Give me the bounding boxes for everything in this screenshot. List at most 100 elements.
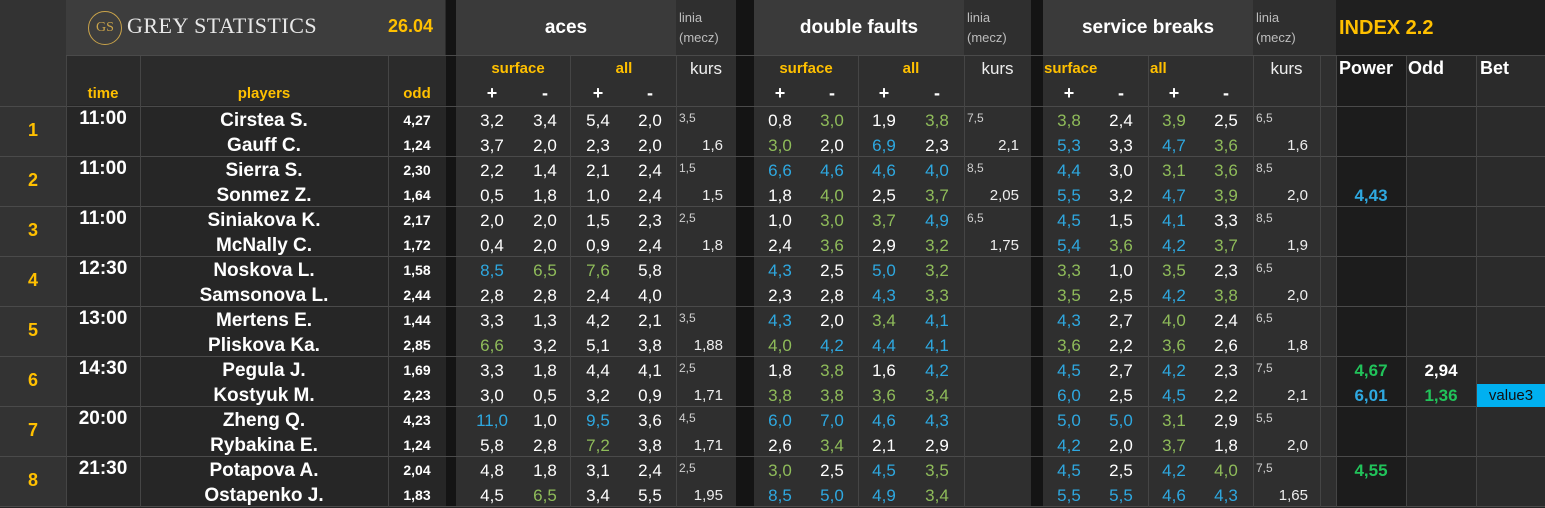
sign-df-0: + — [774, 83, 786, 103]
stat-df: 1,8 — [768, 361, 792, 380]
stat-sb: 3,5 — [1057, 286, 1081, 305]
stat-aces: 4,1 — [638, 361, 662, 380]
stat-aces: 3,2 — [480, 111, 504, 130]
aces-title: aces — [544, 17, 588, 38]
separator-3 — [1031, 0, 1043, 507]
sign-aces-2: + — [592, 83, 604, 103]
player-name: Kostyuk M. — [213, 385, 315, 406]
stat-df: 0,8 — [768, 111, 792, 130]
player-odd: 4,23 — [403, 412, 431, 428]
stat-aces: 2,4 — [638, 161, 662, 180]
stat-sb: 2,7 — [1109, 311, 1133, 330]
stat-df: 4,6 — [820, 161, 844, 180]
stat-sb: 3,1 — [1162, 161, 1186, 180]
linia-value: 1,5 — [679, 161, 696, 175]
df-all-label: all — [902, 60, 920, 77]
stat-df: 1,8 — [768, 186, 792, 205]
stat-df: 2,3 — [925, 136, 949, 155]
odd-column-bg — [1406, 56, 1476, 507]
sign-aces-1: - — [542, 83, 548, 103]
col-divider — [1406, 56, 1407, 507]
player-name: McNally C. — [215, 235, 313, 256]
stat-sb: 3,6 — [1214, 161, 1238, 180]
stat-df: 2,9 — [925, 436, 949, 455]
stat-sb: 2,5 — [1109, 286, 1133, 305]
col-divider — [964, 56, 965, 507]
brand-title: GREY STATISTICS — [127, 13, 318, 38]
sb-all-label: all — [1150, 60, 1167, 77]
stat-sb: 3,7 — [1162, 436, 1186, 455]
linia-line2: (mecz) — [967, 30, 1007, 45]
player-odd: 1,69 — [403, 362, 431, 378]
stat-df: 3,8 — [925, 111, 949, 130]
stat-aces: 5,8 — [638, 261, 662, 280]
player-odd: 1,24 — [403, 437, 431, 453]
stat-sb: 1,5 — [1109, 211, 1133, 230]
stat-aces: 8,5 — [480, 261, 504, 280]
stat-aces: 5,5 — [638, 486, 662, 505]
player-name: Ostapenko J. — [204, 485, 324, 506]
stat-df: 4,2 — [925, 361, 949, 380]
stat-aces: 0,9 — [638, 386, 662, 405]
stat-df: 6,9 — [872, 136, 896, 155]
stat-df: 4,3 — [768, 261, 792, 280]
stat-aces: 3,4 — [586, 486, 610, 505]
player-name: Pliskova Ka. — [208, 335, 320, 356]
stat-df: 4,0 — [925, 161, 949, 180]
player-name: Pegula J. — [222, 360, 306, 381]
index-header-bg — [1336, 0, 1545, 56]
odd-value: 2,94 — [1424, 361, 1458, 380]
stat-aces: 3,4 — [533, 111, 557, 130]
stat-sb: 3,9 — [1162, 111, 1186, 130]
group-header-aces — [456, 0, 676, 56]
sign-sb-2: + — [1168, 83, 1180, 103]
match-time: 13:00 — [78, 308, 128, 329]
linia-value: 6,5 — [1256, 261, 1273, 275]
stat-df: 2,0 — [820, 311, 844, 330]
stat-sb: 4,2 — [1162, 236, 1186, 255]
stat-sb: 4,5 — [1057, 361, 1081, 380]
stat-df: 3,5 — [925, 461, 949, 480]
stat-sb: 4,2 — [1162, 461, 1186, 480]
stat-df: 2,9 — [872, 236, 896, 255]
col-divider — [1253, 56, 1254, 507]
separator-2 — [736, 0, 754, 507]
aces-all-label: all — [615, 60, 633, 77]
kurs-value: 1,71 — [693, 387, 723, 404]
service-breaks-title: service breaks — [1081, 17, 1215, 38]
stat-sb: 4,2 — [1162, 361, 1186, 380]
stat-df: 3,4 — [820, 436, 844, 455]
logo-area — [66, 0, 445, 56]
player-odd: 1,44 — [403, 312, 431, 328]
stat-aces: 2,8 — [533, 436, 557, 455]
player-odd: 1,58 — [403, 262, 431, 278]
stat-df: 3,4 — [925, 486, 949, 505]
linia-line1: linia — [967, 10, 991, 25]
stat-aces: 2,8 — [480, 286, 504, 305]
stat-aces: 0,5 — [533, 386, 557, 405]
stat-sb: 3,3 — [1214, 211, 1238, 230]
col-divider — [676, 56, 677, 507]
stat-sb: 5,0 — [1057, 411, 1081, 430]
stat-sb: 3,6 — [1162, 336, 1186, 355]
sb-surface-label: surface — [1044, 60, 1098, 77]
linia-value: 7,5 — [1256, 361, 1273, 375]
odd-value: 1,36 — [1424, 386, 1458, 405]
col-divider — [1320, 56, 1321, 507]
sign-df-3: - — [934, 83, 940, 103]
player-name: Rybakina E. — [210, 435, 318, 456]
linia-value: 6,5 — [967, 211, 984, 225]
stat-sb: 1,8 — [1214, 436, 1238, 455]
stat-df: 3,0 — [768, 461, 792, 480]
stat-sb: 3,9 — [1214, 186, 1238, 205]
double-faults-title: double faults — [799, 17, 919, 38]
row-divider — [0, 106, 1545, 107]
bet-value[interactable]: value3 — [1477, 384, 1545, 407]
kurs-value: 2,0 — [1287, 437, 1308, 454]
row-divider — [0, 306, 1545, 307]
kurs-value: 1,8 — [702, 237, 723, 254]
date-label: 26.04 — [388, 16, 434, 36]
stat-aces: 2,4 — [638, 186, 662, 205]
stat-df: 3,0 — [768, 136, 792, 155]
